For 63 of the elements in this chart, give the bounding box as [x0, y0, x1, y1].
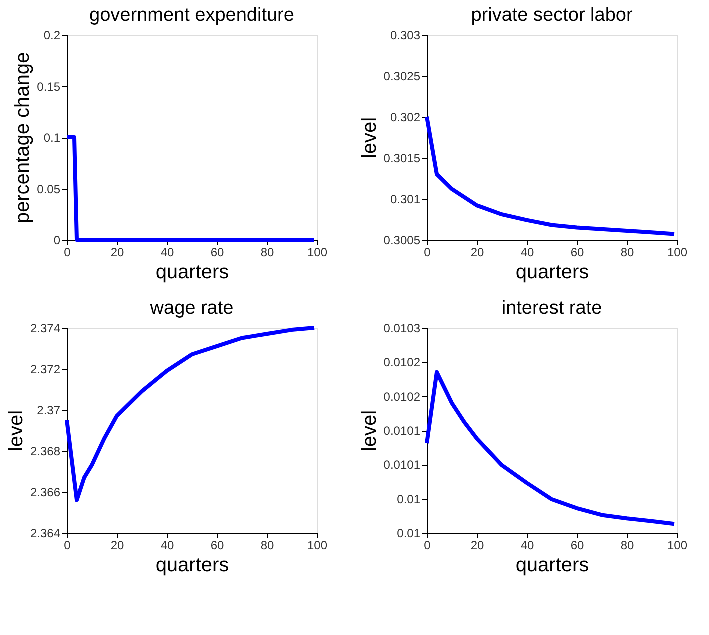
y-tick-label: 0.0102: [384, 390, 421, 404]
y-tick-label: 2.364: [30, 526, 61, 540]
y-tick-label: 0.1: [44, 131, 61, 145]
x-tick-label: 60: [570, 538, 584, 552]
x-tick-label: 80: [260, 538, 274, 552]
x-tick-label: 0: [424, 246, 432, 260]
line-series: [425, 115, 676, 236]
y-tick-label: 2.366: [30, 486, 61, 500]
x-tick-label: 60: [570, 246, 584, 260]
y-tick-label: 0.301: [390, 192, 421, 206]
y-tick-label: 2.368: [30, 444, 61, 458]
y-tick-label: 0.303: [390, 28, 421, 42]
x-tick-label: 80: [620, 538, 634, 552]
y-tick-label: 0.0101: [384, 458, 421, 472]
x-tick-label: 100: [667, 538, 688, 552]
chart-title: interest rate: [502, 298, 602, 319]
x-tick-label: 20: [470, 538, 484, 552]
x-axis-title: quarters: [156, 554, 230, 576]
x-tick-label: 0: [64, 246, 72, 260]
chart-title: private sector labor: [471, 5, 634, 26]
x-axis-title: quarters: [516, 262, 590, 284]
y-tick-label: 0.01: [397, 492, 421, 506]
y-tick-label: 0.0103: [384, 322, 421, 336]
chart-title: government expenditure: [90, 5, 294, 26]
x-axis-title: quarters: [516, 554, 590, 576]
x-tick-label: 40: [520, 538, 534, 552]
x-tick-label: 20: [110, 538, 124, 552]
y-tick-label: 2.372: [30, 362, 61, 376]
y-tick-label: 0.0101: [384, 424, 421, 438]
x-tick-label: 0: [64, 538, 72, 552]
y-tick-label: 0.2: [44, 28, 61, 42]
y-tick-label: 0.05: [37, 182, 61, 196]
y-axis-title: percentage change: [12, 52, 34, 224]
line-series: [65, 326, 316, 502]
x-tick-label: 100: [307, 246, 328, 260]
x-tick-label: 20: [110, 246, 124, 260]
y-tick-label: 0.3005: [384, 234, 421, 248]
y-tick-label: 0.3025: [384, 70, 421, 84]
chart-title: wage rate: [149, 298, 234, 319]
y-tick-label: 2.37: [37, 404, 61, 418]
y-tick-label: 0.0102: [384, 356, 421, 370]
y-tick-label: 0.302: [390, 110, 421, 124]
x-tick-label: 60: [210, 246, 224, 260]
y-tick-label: 0.01: [397, 526, 421, 540]
y-axis-title: level: [358, 117, 381, 159]
x-tick-label: 20: [470, 246, 484, 260]
y-tick-label: 2.374: [30, 322, 61, 336]
y-tick-label: 0: [54, 234, 61, 248]
x-tick-label: 0: [424, 538, 432, 552]
y-tick-label: 0.3015: [384, 152, 421, 166]
x-tick-label: 60: [210, 538, 224, 552]
x-tick-label: 80: [620, 246, 634, 260]
x-tick-label: 80: [260, 246, 274, 260]
y-axis-title: level: [5, 410, 28, 452]
x-axis-title: quarters: [156, 262, 230, 284]
x-tick-label: 40: [160, 246, 174, 260]
x-tick-label: 40: [160, 538, 174, 552]
y-axis-title: level: [358, 410, 381, 452]
x-tick-label: 100: [307, 538, 328, 552]
y-tick-label: 0.15: [37, 80, 61, 94]
x-tick-label: 40: [520, 246, 534, 260]
x-tick-label: 100: [667, 246, 688, 260]
line-series: [425, 370, 676, 526]
